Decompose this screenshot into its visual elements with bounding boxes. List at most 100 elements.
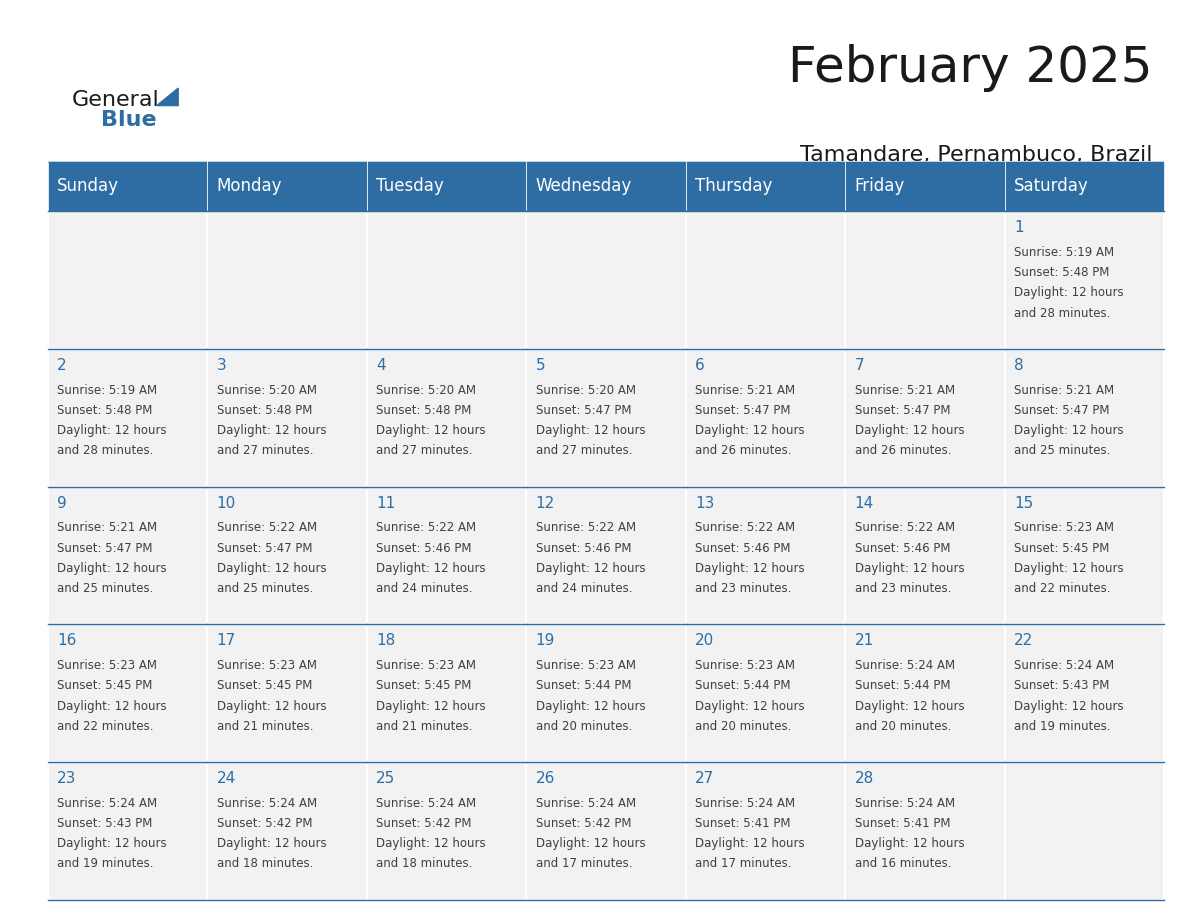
Text: Daylight: 12 hours: Daylight: 12 hours bbox=[57, 700, 166, 712]
Text: and 19 minutes.: and 19 minutes. bbox=[57, 857, 153, 870]
Text: Sunrise: 5:21 AM: Sunrise: 5:21 AM bbox=[854, 384, 955, 397]
Text: Wednesday: Wednesday bbox=[536, 177, 632, 195]
Text: 23: 23 bbox=[57, 771, 76, 786]
Text: Sunset: 5:41 PM: Sunset: 5:41 PM bbox=[695, 817, 791, 830]
Text: 7: 7 bbox=[854, 358, 865, 373]
FancyBboxPatch shape bbox=[845, 762, 1005, 900]
FancyBboxPatch shape bbox=[207, 161, 367, 211]
Text: Sunset: 5:44 PM: Sunset: 5:44 PM bbox=[854, 679, 950, 692]
Text: and 20 minutes.: and 20 minutes. bbox=[854, 720, 952, 733]
FancyBboxPatch shape bbox=[48, 161, 207, 211]
Text: Sunrise: 5:23 AM: Sunrise: 5:23 AM bbox=[1015, 521, 1114, 534]
Text: Tuesday: Tuesday bbox=[377, 177, 444, 195]
Text: Sunrise: 5:24 AM: Sunrise: 5:24 AM bbox=[1015, 659, 1114, 672]
Polygon shape bbox=[157, 88, 178, 106]
Text: Daylight: 12 hours: Daylight: 12 hours bbox=[695, 700, 804, 712]
Text: Sunrise: 5:23 AM: Sunrise: 5:23 AM bbox=[57, 659, 157, 672]
Text: Daylight: 12 hours: Daylight: 12 hours bbox=[536, 837, 645, 850]
Text: Daylight: 12 hours: Daylight: 12 hours bbox=[377, 700, 486, 712]
Text: 4: 4 bbox=[377, 358, 386, 373]
Text: Daylight: 12 hours: Daylight: 12 hours bbox=[1015, 700, 1124, 712]
FancyBboxPatch shape bbox=[1005, 487, 1164, 624]
FancyBboxPatch shape bbox=[845, 211, 1005, 349]
Text: Sunrise: 5:24 AM: Sunrise: 5:24 AM bbox=[695, 797, 795, 810]
Text: and 27 minutes.: and 27 minutes. bbox=[377, 444, 473, 457]
Text: Daylight: 12 hours: Daylight: 12 hours bbox=[57, 562, 166, 575]
Text: 26: 26 bbox=[536, 771, 555, 786]
FancyBboxPatch shape bbox=[207, 349, 367, 487]
Text: Sunset: 5:45 PM: Sunset: 5:45 PM bbox=[377, 679, 472, 692]
Text: Monday: Monday bbox=[216, 177, 282, 195]
Text: 13: 13 bbox=[695, 496, 714, 510]
Text: and 22 minutes.: and 22 minutes. bbox=[57, 720, 153, 733]
Text: Sunrise: 5:22 AM: Sunrise: 5:22 AM bbox=[536, 521, 636, 534]
FancyBboxPatch shape bbox=[48, 349, 207, 487]
FancyBboxPatch shape bbox=[207, 211, 367, 349]
Text: and 24 minutes.: and 24 minutes. bbox=[377, 582, 473, 595]
Text: and 26 minutes.: and 26 minutes. bbox=[854, 444, 952, 457]
FancyBboxPatch shape bbox=[685, 624, 845, 762]
Text: 18: 18 bbox=[377, 633, 396, 648]
FancyBboxPatch shape bbox=[845, 624, 1005, 762]
Text: Sunset: 5:45 PM: Sunset: 5:45 PM bbox=[57, 679, 152, 692]
Text: Sunrise: 5:23 AM: Sunrise: 5:23 AM bbox=[536, 659, 636, 672]
FancyBboxPatch shape bbox=[685, 211, 845, 349]
FancyBboxPatch shape bbox=[207, 762, 367, 900]
Text: and 27 minutes.: and 27 minutes. bbox=[216, 444, 314, 457]
Text: and 25 minutes.: and 25 minutes. bbox=[57, 582, 153, 595]
Text: 2: 2 bbox=[57, 358, 67, 373]
Text: Sunrise: 5:23 AM: Sunrise: 5:23 AM bbox=[695, 659, 795, 672]
Text: Sunset: 5:47 PM: Sunset: 5:47 PM bbox=[216, 542, 312, 554]
Text: Tamandare, Pernambuco, Brazil: Tamandare, Pernambuco, Brazil bbox=[800, 145, 1152, 165]
Text: Sunrise: 5:23 AM: Sunrise: 5:23 AM bbox=[216, 659, 316, 672]
FancyBboxPatch shape bbox=[48, 161, 1164, 164]
Text: Daylight: 12 hours: Daylight: 12 hours bbox=[377, 837, 486, 850]
Text: 10: 10 bbox=[216, 496, 235, 510]
Text: Sunset: 5:45 PM: Sunset: 5:45 PM bbox=[1015, 542, 1110, 554]
Text: Sunrise: 5:24 AM: Sunrise: 5:24 AM bbox=[57, 797, 157, 810]
Text: and 20 minutes.: and 20 minutes. bbox=[536, 720, 632, 733]
FancyBboxPatch shape bbox=[685, 762, 845, 900]
Text: and 23 minutes.: and 23 minutes. bbox=[854, 582, 952, 595]
Text: Sunset: 5:48 PM: Sunset: 5:48 PM bbox=[216, 404, 312, 417]
FancyBboxPatch shape bbox=[1005, 161, 1164, 211]
Text: 24: 24 bbox=[216, 771, 235, 786]
Text: Sunset: 5:47 PM: Sunset: 5:47 PM bbox=[854, 404, 950, 417]
Text: Sunset: 5:43 PM: Sunset: 5:43 PM bbox=[57, 817, 152, 830]
Text: Sunrise: 5:21 AM: Sunrise: 5:21 AM bbox=[57, 521, 157, 534]
FancyBboxPatch shape bbox=[685, 349, 845, 487]
FancyBboxPatch shape bbox=[845, 161, 1005, 211]
Text: 20: 20 bbox=[695, 633, 714, 648]
Text: Thursday: Thursday bbox=[695, 177, 772, 195]
Text: and 25 minutes.: and 25 minutes. bbox=[216, 582, 312, 595]
Text: Daylight: 12 hours: Daylight: 12 hours bbox=[695, 424, 804, 437]
Text: and 27 minutes.: and 27 minutes. bbox=[536, 444, 632, 457]
FancyBboxPatch shape bbox=[48, 762, 207, 900]
Text: Sunrise: 5:20 AM: Sunrise: 5:20 AM bbox=[377, 384, 476, 397]
Text: 19: 19 bbox=[536, 633, 555, 648]
FancyBboxPatch shape bbox=[367, 762, 526, 900]
Text: Daylight: 12 hours: Daylight: 12 hours bbox=[1015, 286, 1124, 299]
Text: 16: 16 bbox=[57, 633, 76, 648]
Text: 6: 6 bbox=[695, 358, 704, 373]
Text: Sunset: 5:47 PM: Sunset: 5:47 PM bbox=[57, 542, 152, 554]
Text: 25: 25 bbox=[377, 771, 396, 786]
FancyBboxPatch shape bbox=[1005, 211, 1164, 349]
FancyBboxPatch shape bbox=[367, 211, 526, 349]
Text: 17: 17 bbox=[216, 633, 235, 648]
Text: Sunrise: 5:24 AM: Sunrise: 5:24 AM bbox=[854, 797, 955, 810]
Text: Sunset: 5:47 PM: Sunset: 5:47 PM bbox=[1015, 404, 1110, 417]
FancyBboxPatch shape bbox=[685, 487, 845, 624]
Text: and 23 minutes.: and 23 minutes. bbox=[695, 582, 791, 595]
Text: and 24 minutes.: and 24 minutes. bbox=[536, 582, 632, 595]
FancyBboxPatch shape bbox=[48, 211, 207, 349]
Text: Sunrise: 5:24 AM: Sunrise: 5:24 AM bbox=[377, 797, 476, 810]
Text: Sunset: 5:42 PM: Sunset: 5:42 PM bbox=[536, 817, 631, 830]
FancyBboxPatch shape bbox=[367, 487, 526, 624]
FancyBboxPatch shape bbox=[526, 762, 685, 900]
Text: and 22 minutes.: and 22 minutes. bbox=[1015, 582, 1111, 595]
Text: Sunset: 5:46 PM: Sunset: 5:46 PM bbox=[695, 542, 791, 554]
Text: Sunrise: 5:22 AM: Sunrise: 5:22 AM bbox=[695, 521, 795, 534]
Text: and 21 minutes.: and 21 minutes. bbox=[377, 720, 473, 733]
Text: Sunrise: 5:20 AM: Sunrise: 5:20 AM bbox=[536, 384, 636, 397]
